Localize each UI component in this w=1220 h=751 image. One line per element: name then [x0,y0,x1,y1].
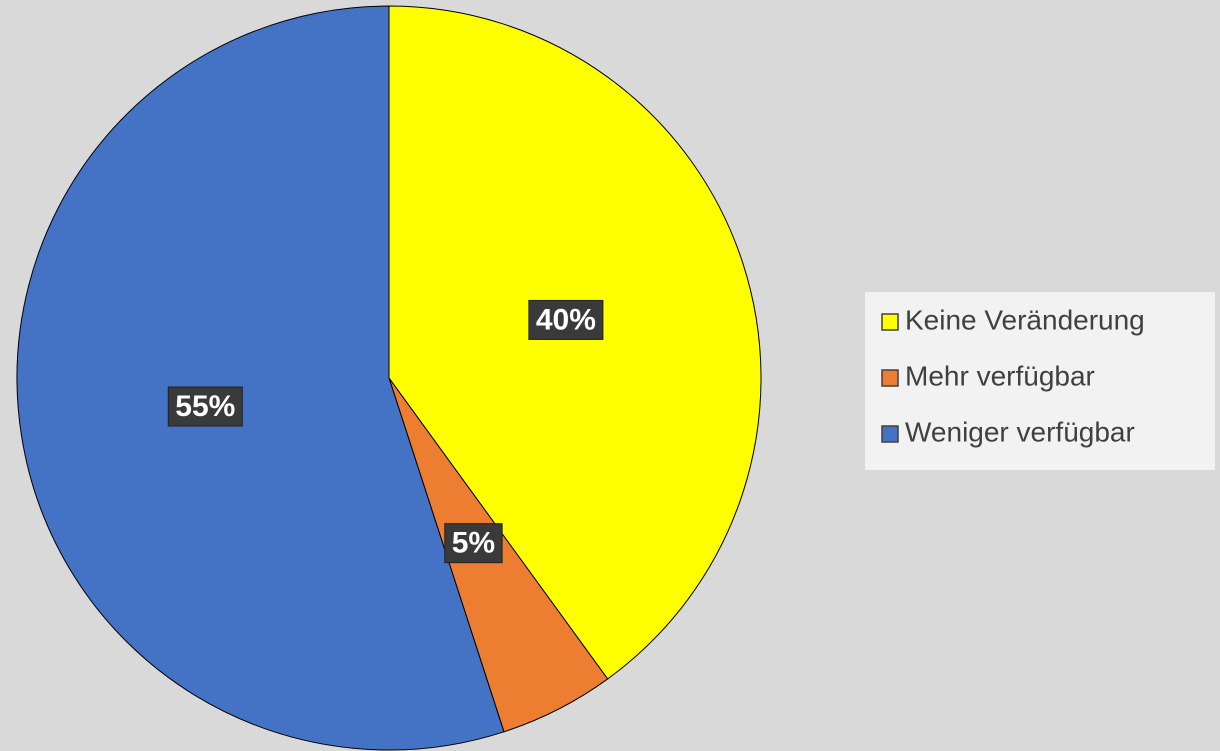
pie [16,5,762,751]
pie-slice [388,5,762,680]
data-labels: 40% 5% 55% [167,299,604,564]
legend-label: Mehr verfügbar [905,360,1095,391]
legend: Keine Veränderung Mehr verfügbar Weniger v… [881,304,1145,447]
data-label: 55% [175,390,235,423]
data-label-box [444,523,503,564]
pie-slice [16,5,505,751]
data-label: 40% [536,303,596,336]
legend-label: Keine Veränderung [905,304,1145,335]
data-label: 5% [452,527,495,560]
legend-frame [865,292,1215,470]
data-label-box [528,299,604,340]
legend-swatch [881,425,899,443]
data-label-box [167,386,243,427]
legend-label: Weniger verfügbar [905,416,1135,447]
legend-swatch [881,369,899,387]
legend-swatch [881,313,899,331]
